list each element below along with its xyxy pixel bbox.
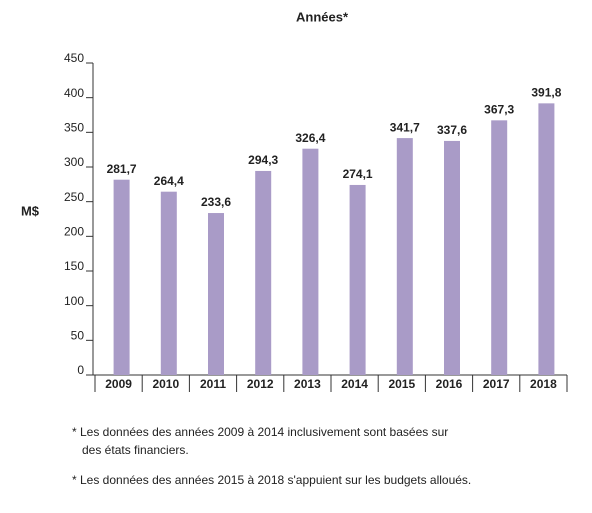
y-axis-label: M$: [21, 203, 40, 218]
y-tick-label: 250: [64, 190, 84, 204]
data-label: 233,6: [201, 195, 231, 209]
footnote: des états financiers.: [82, 443, 189, 457]
x-tick-label: 2013: [294, 377, 321, 391]
data-label: 274,1: [343, 167, 373, 181]
x-tick-label: 2015: [388, 377, 415, 391]
bar: [396, 138, 413, 375]
bar: [538, 103, 555, 376]
y-tick-label: 350: [64, 121, 84, 135]
bar: [444, 140, 460, 375]
bar: [160, 191, 177, 375]
x-tick-label: 2016: [436, 377, 463, 391]
x-tick-label: 2009: [105, 377, 132, 391]
y-tick-label: 100: [64, 294, 84, 308]
bar: [302, 148, 319, 375]
y-tick-label: 400: [64, 86, 84, 100]
chart-title: Années*: [296, 9, 349, 24]
y-tick-label: 300: [64, 155, 84, 169]
data-label: 264,4: [154, 174, 184, 188]
data-label: 281,7: [107, 162, 137, 176]
bar: [255, 170, 272, 375]
bar: [113, 179, 130, 375]
data-label: 337,6: [437, 123, 467, 137]
y-tick-label: 450: [64, 51, 84, 65]
data-label: 326,4: [295, 131, 325, 145]
x-tick-label: 2010: [152, 377, 179, 391]
x-tick-label: 2011: [200, 377, 226, 391]
data-label: 367,3: [484, 103, 514, 117]
x-tick-label: 2018: [530, 377, 557, 391]
data-label: 341,7: [390, 120, 420, 134]
x-tick-label: 2017: [483, 377, 510, 391]
y-tick-label: 50: [71, 329, 85, 343]
footnote: * Les données des années 2009 à 2014 inc…: [72, 425, 448, 439]
y-tick-label: 200: [64, 225, 84, 239]
data-label: 294,3: [248, 153, 278, 167]
bar: [349, 184, 366, 375]
x-tick-label: 2012: [247, 377, 274, 391]
y-tick-label: 150: [64, 259, 84, 273]
x-tick-label: 2014: [341, 377, 368, 391]
bar: [491, 120, 508, 375]
bar: [208, 213, 224, 375]
data-label: 391,8: [531, 86, 561, 100]
footnote: * Les données des années 2015 à 2018 s'a…: [72, 473, 471, 487]
y-tick-label: 0: [77, 363, 84, 377]
